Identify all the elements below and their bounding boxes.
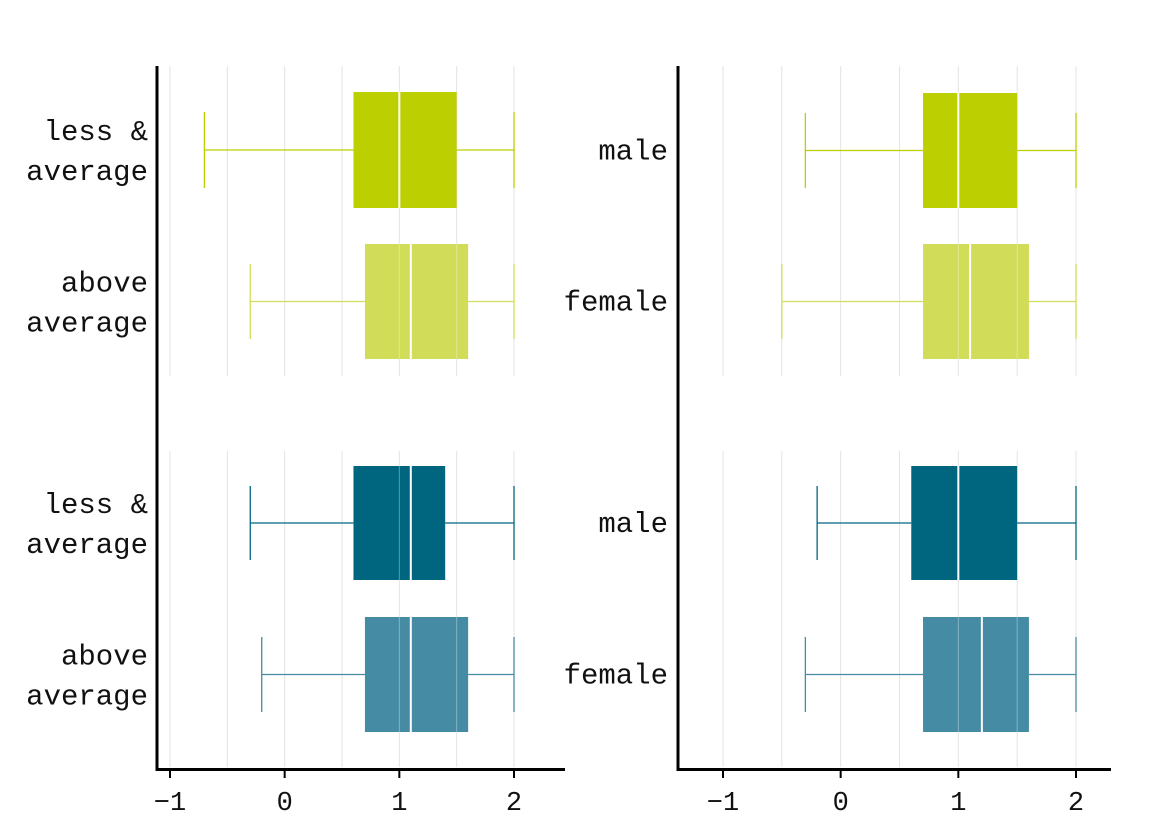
category-label: above <box>61 641 148 674</box>
x-tick-label: 0 <box>277 789 293 819</box>
category-label: average <box>26 529 148 562</box>
category-label: above <box>61 268 148 301</box>
category-label: less & <box>44 489 148 522</box>
x-tick-label: 1 <box>950 789 966 819</box>
box-2 <box>249 244 515 359</box>
box-2 <box>804 617 1077 732</box>
category-label: average <box>26 156 148 189</box>
x-tick-label: −1 <box>154 789 186 819</box>
panel-bottom-right: male female <box>564 451 1077 767</box>
x-tick-label: −1 <box>707 789 739 819</box>
category-label: average <box>26 681 148 714</box>
box-iqr <box>911 466 1018 580</box>
box-iqr <box>923 93 1018 208</box>
box-1 <box>804 93 1077 208</box>
box-iqr <box>364 617 469 732</box>
box-1 <box>249 466 515 580</box>
category-label: male <box>598 508 668 541</box>
category-label: less & <box>44 116 148 149</box>
x-tick-label: 1 <box>391 789 407 819</box>
panel-bottom-left: less & average above average <box>26 451 515 767</box>
box-iqr <box>923 617 1029 732</box>
box-iqr <box>353 466 446 580</box>
category-label: female <box>564 287 668 320</box>
category-label: male <box>598 136 668 169</box>
x-tick-label: 2 <box>1068 789 1084 819</box>
category-label: female <box>564 660 668 693</box>
x-tick-label: 0 <box>833 789 849 819</box>
box-1 <box>816 466 1077 580</box>
box-iqr <box>353 92 457 208</box>
x-tick-label: 2 <box>506 789 522 819</box>
panel-top-left: less & average above average <box>26 66 515 376</box>
panel-top-right: male female <box>564 66 1077 376</box>
box-2 <box>781 244 1077 359</box>
category-label: average <box>26 308 148 341</box>
box-2 <box>261 617 515 732</box>
box-iqr <box>364 244 469 359</box>
box-iqr <box>923 244 1029 359</box>
axes: −1 0 1 2 −1 0 1 2 <box>154 66 1111 819</box>
box-1 <box>203 92 515 208</box>
